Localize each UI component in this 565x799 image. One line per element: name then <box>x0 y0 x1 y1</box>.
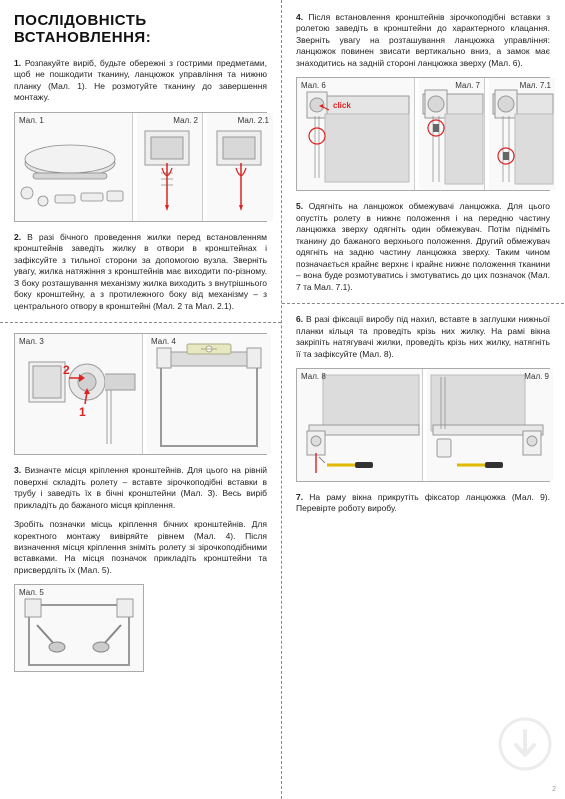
fig-row-1: Мал. 1 Мал. 2 <box>14 112 267 222</box>
fig-2: Мал. 2 <box>137 113 203 221</box>
page-number: 2 <box>552 786 556 793</box>
fig-label: Мал. 2 <box>173 116 198 125</box>
fig-row-4: Мал. 6 click Мал. 7 <box>296 77 550 191</box>
divider <box>282 303 564 304</box>
fig-8: Мал. 8 <box>297 369 423 481</box>
fig-label: Мал. 6 <box>301 81 326 90</box>
fig-row-2: Мал. 3 2 1 Мал. 4 <box>14 333 267 455</box>
arrow-2-label: 2 <box>63 363 70 377</box>
fig-label: Мал. 7.1 <box>520 81 551 90</box>
watermark-icon <box>498 717 552 771</box>
arrow-1-label: 1 <box>79 405 86 419</box>
step-7: 7. На раму вікна прикрутіть фіксатор лан… <box>296 492 550 515</box>
step-6: 6. В разі фіксації виробу під нахил, вст… <box>296 314 550 360</box>
fig-3: Мал. 3 2 1 <box>15 334 143 454</box>
fig-7: Мал. 7 <box>419 78 485 190</box>
fig-2-1: Мал. 2.1 <box>207 113 273 221</box>
fig-label: Мал. 3 <box>19 337 44 346</box>
fig-label: Мал. 8 <box>301 372 326 381</box>
fig-label: Мал. 7 <box>455 81 480 90</box>
step-1: 1. Розпакуйте виріб, будьте обережні з г… <box>14 58 267 104</box>
fig-4: Мал. 4 <box>147 334 271 454</box>
fig-label: Мал. 2.1 <box>238 116 269 125</box>
page-title: ПОСЛІДОВНІСТЬ ВСТАНОВЛЕННЯ: <box>14 12 267 46</box>
step-3: 3. Визначте місця кріплення кронштейнів.… <box>14 465 267 511</box>
step-4: 4. Після встановлення кронштейнів зірочк… <box>296 12 550 69</box>
left-column: ПОСЛІДОВНІСТЬ ВСТАНОВЛЕННЯ: 1. Розпакуйт… <box>0 0 282 799</box>
click-label: click <box>333 101 351 110</box>
fig-9: Мал. 9 <box>427 369 553 481</box>
fig-label: Мал. 9 <box>524 372 549 381</box>
step-3b: Зробіть позначки місць кріплення бічних … <box>14 519 267 576</box>
fig-5: Мал. 5 <box>15 585 143 671</box>
fig-7-1: Мал. 7.1 <box>489 78 555 190</box>
fig-1: Мал. 1 <box>15 113 133 221</box>
fig-label: Мал. 4 <box>151 337 176 346</box>
fig-6: Мал. 6 click <box>297 78 415 190</box>
fig-label: Мал. 1 <box>19 116 44 125</box>
divider <box>0 322 281 323</box>
right-column: 4. Після встановлення кронштейнів зірочк… <box>282 0 564 799</box>
step-5: 5. Одягніть на ланцюжок обмежувачі ланцю… <box>296 201 550 293</box>
fig-row-3: Мал. 5 <box>14 584 144 672</box>
step-2: 2. В разі бічного проведення жилки перед… <box>14 232 267 312</box>
fig-row-5: Мал. 8 Мал. 9 <box>296 368 550 482</box>
fig-label: Мал. 5 <box>19 588 44 597</box>
